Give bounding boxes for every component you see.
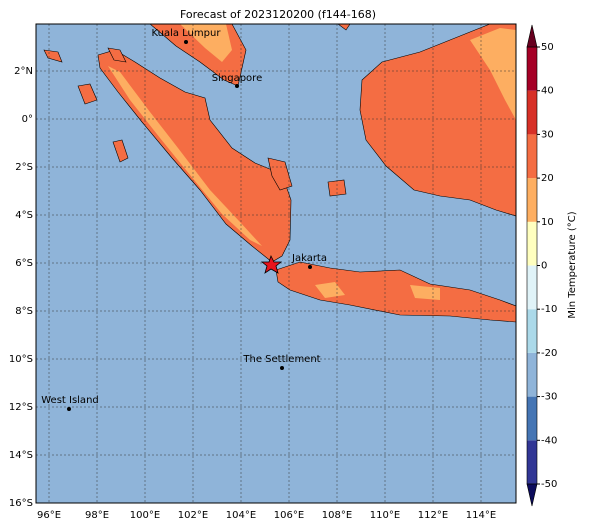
place-label: Kuala Lumpur (152, 28, 222, 39)
lon-tick-label: 110°E (370, 510, 400, 521)
colorbar-band (527, 90, 537, 135)
place-label: West Island (41, 395, 99, 406)
colorbar-band (527, 396, 537, 441)
lon-tick-label: 106°E (274, 510, 304, 521)
lat-tick-label: 10°S (9, 354, 33, 365)
map-frame (35, 23, 517, 504)
colorbar-tick-label: -40 (541, 435, 557, 446)
colorbar-band (527, 265, 537, 310)
lat-tick-label: 12°S (9, 402, 33, 413)
colorbar-tick-label: -20 (541, 348, 557, 359)
place-dot (235, 84, 239, 88)
lon-tick-label: 108°E (322, 510, 352, 521)
place-dot (280, 366, 284, 370)
colorbar-label: Min Temperature (°C) (567, 211, 578, 318)
lon-tick-label: 96°E (37, 510, 61, 521)
lat-tick-label: 2°S (15, 162, 33, 173)
lon-tick-label: 112°E (418, 510, 448, 521)
colorbar-tick-label: 50 (541, 42, 554, 53)
place-dot (308, 265, 312, 269)
lat-tick-label: 0° (22, 114, 33, 125)
colorbar-band (527, 221, 537, 266)
place-dot (67, 407, 71, 411)
colorbar-band (527, 309, 537, 353)
lat-tick-label: 14°S (9, 450, 33, 461)
land (43, 24, 516, 323)
colorbar-extend (526, 483, 538, 507)
colorbar-band (527, 178, 537, 222)
lat-tick-label: 4°S (15, 210, 33, 221)
lon-tick-label: 114°E (466, 510, 496, 521)
colorbar-tick-label: 10 (541, 217, 554, 228)
lat-tick-label: 16°S (9, 498, 33, 509)
lon-tick-label: 98°E (85, 510, 109, 521)
place-label: Jakarta (291, 253, 327, 264)
colorbar-tick-label: 40 (541, 86, 554, 97)
place-dot (184, 40, 188, 44)
colorbar-band (527, 440, 537, 484)
colorbar-extend (526, 24, 538, 48)
map-title: Forecast of 2023120200 (f144-168) (180, 8, 376, 21)
lon-tick-label: 102°E (178, 510, 208, 521)
colorbar-tick-label: 20 (541, 173, 554, 184)
colorbar-band (527, 352, 537, 397)
colorbar-tick-label: -10 (541, 304, 557, 315)
colorbar-band (527, 47, 537, 91)
lat-tick-label: 6°S (15, 258, 33, 269)
colorbar-band (527, 134, 537, 179)
lon-tick-label: 100°E (130, 510, 160, 521)
colorbar-tick-label: 30 (541, 129, 554, 140)
place-label: Singapore (212, 73, 262, 84)
colorbar-tick-label: 0 (541, 261, 547, 272)
star-marker (260, 254, 283, 274)
colorbar-tick-label: -30 (541, 392, 557, 403)
lat-tick-label: 2°N (14, 66, 33, 77)
lat-tick-label: 8°S (15, 306, 33, 317)
place-label: The Settlement (242, 354, 320, 365)
lon-tick-label: 104°E (226, 510, 256, 521)
colorbar-tick-label: -50 (541, 479, 557, 490)
